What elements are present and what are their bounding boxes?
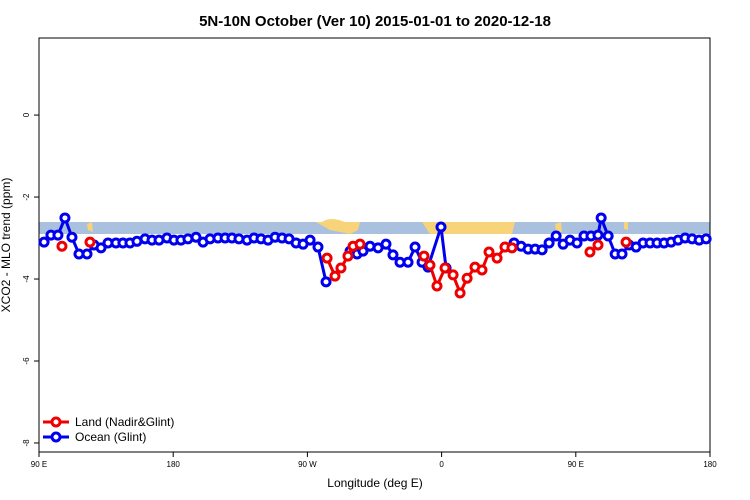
data-point <box>387 249 399 261</box>
data-point <box>571 237 583 249</box>
legend-marker <box>50 431 62 443</box>
data-point <box>476 264 488 276</box>
data-point <box>447 269 459 281</box>
data-point <box>38 236 50 248</box>
y-tick-label: -6 <box>22 357 31 365</box>
data-point <box>592 229 604 241</box>
x-tick-label: 180 <box>703 460 717 469</box>
plot-frame <box>38 37 711 453</box>
data-point <box>435 221 447 233</box>
x-tick-label: 0 <box>439 460 444 469</box>
data-point <box>66 231 78 243</box>
data-point <box>454 287 466 299</box>
data-point <box>59 212 71 224</box>
data-point <box>595 212 607 224</box>
data-point <box>543 237 555 249</box>
data-point <box>312 241 324 253</box>
data-point <box>304 234 316 246</box>
y-axis-label: XCO2 - MLO trend (ppm) <box>0 178 13 313</box>
data-point <box>424 259 436 271</box>
x-tick-label: 90 E <box>568 460 584 469</box>
data-point <box>335 262 347 274</box>
data-point <box>190 231 202 243</box>
legend-marker <box>50 416 62 428</box>
data-point <box>321 252 333 264</box>
land-patch <box>624 222 628 230</box>
data-point <box>483 246 495 258</box>
data-point <box>700 233 712 245</box>
data-point <box>491 252 503 264</box>
data-point <box>84 236 96 248</box>
data-point <box>56 240 68 252</box>
x-tick-label: 90 W <box>298 460 317 469</box>
data-point <box>95 242 107 254</box>
data-point <box>616 248 628 260</box>
data-point <box>81 248 93 260</box>
data-point <box>329 270 341 282</box>
data-point <box>592 239 604 251</box>
data-point <box>342 250 354 262</box>
legend-label: Ocean (Glint) <box>75 430 146 444</box>
y-tick-label: -8 <box>22 439 31 447</box>
background-map-band <box>39 219 710 234</box>
legend-label: Land (Nadir&Glint) <box>75 415 174 429</box>
data-point <box>431 280 443 292</box>
data-point <box>52 229 64 241</box>
data-point <box>409 241 421 253</box>
data-point <box>354 238 366 250</box>
y-tick-label: 0 <box>22 112 31 117</box>
x-axis-label: Longitude (deg E) <box>327 476 422 490</box>
x-tick-label: 90 E <box>31 460 47 469</box>
x-tick-label: 180 <box>167 460 181 469</box>
ocean-band <box>39 222 710 234</box>
y-tick-label: -2 <box>22 193 31 201</box>
chart-title: 5N-10N October (Ver 10) 2015-01-01 to 20… <box>199 13 551 30</box>
data-point <box>402 256 414 268</box>
data-point <box>550 230 562 242</box>
y-tick-label: -4 <box>22 275 31 283</box>
data-point <box>461 272 473 284</box>
data-point <box>506 242 518 254</box>
data-point <box>380 238 392 250</box>
data-point <box>320 276 332 288</box>
land-patch <box>555 222 562 232</box>
data-point <box>418 250 430 262</box>
data-point <box>439 262 451 274</box>
data-point <box>536 244 548 256</box>
land-patch <box>316 219 360 234</box>
data-point <box>602 230 614 242</box>
land-patch <box>87 222 93 232</box>
data-point <box>620 236 632 248</box>
data-point <box>584 246 596 258</box>
